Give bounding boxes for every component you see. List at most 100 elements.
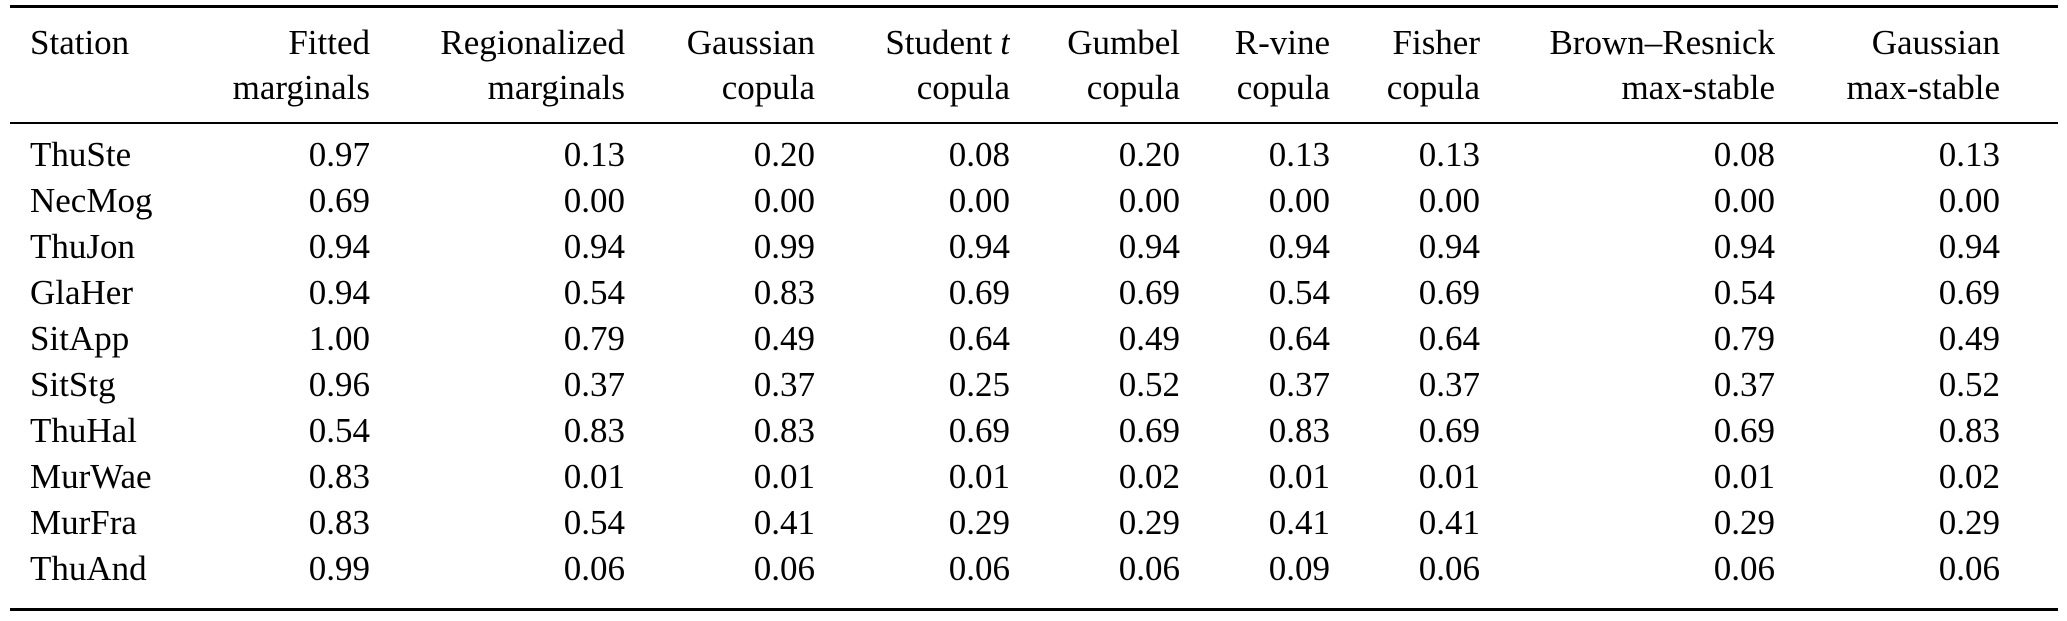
table-body: ThuSte 0.97 0.13 0.20 0.08 0.20 0.13 0.13 0.08 0.… — [10, 123, 2058, 610]
column-header-line2: copula — [1086, 68, 1180, 107]
value-cell: 0.64 — [1418, 319, 1480, 358]
column-header-fisher-copula: Fisher copula — [1330, 7, 1480, 124]
value-cell: 0.06 — [1418, 549, 1480, 588]
value-cell: 0.09 — [1268, 549, 1330, 588]
value-cell: 0.02 — [1118, 457, 1180, 496]
value-cell: 0.52 — [1938, 365, 2000, 404]
value-cell: 0.54 — [1713, 273, 1775, 312]
table-row: MurWae 0.83 0.01 0.01 0.01 0.02 0.01 0.01 0.01 0.… — [10, 454, 2058, 500]
column-header-gumbel-copula: Gumbel copula — [1010, 7, 1180, 124]
value-cell: 0.94 — [1118, 227, 1180, 266]
value-cell: 0.94 — [1713, 227, 1775, 266]
value-cell: 0.00 — [1268, 181, 1330, 220]
value-cell: 0.83 — [753, 273, 815, 312]
column-header-text: Student — [885, 23, 993, 62]
value-cell: 0.00 — [563, 181, 625, 220]
table-row: SitApp 1.00 0.79 0.49 0.64 0.49 0.64 0.64 0.79 0.… — [10, 316, 2058, 362]
value-cell: 0.02 — [1938, 457, 2000, 496]
value-cell: 0.37 — [753, 365, 815, 404]
value-cell: 0.13 — [1418, 135, 1480, 174]
value-cell: 0.69 — [1938, 273, 2000, 312]
value-cell: 0.69 — [1418, 273, 1480, 312]
value-cell: 0.37 — [1418, 365, 1480, 404]
value-cell: 0.41 — [1268, 503, 1330, 542]
value-cell: 0.06 — [1118, 549, 1180, 588]
value-cell: 0.01 — [563, 457, 625, 496]
value-cell: 0.29 — [948, 503, 1010, 542]
value-cell: 0.06 — [1938, 549, 2000, 588]
station-cell: ThuAnd — [30, 549, 147, 588]
table-row: MurFra 0.83 0.54 0.41 0.29 0.29 0.41 0.41 0.29 0.… — [10, 500, 2058, 546]
station-cell: NecMog — [30, 181, 153, 220]
column-header-line2: copula — [916, 68, 1010, 107]
value-cell: 0.54 — [563, 503, 625, 542]
column-header-gaussian-max-stable: Gaussian max-stable — [1775, 7, 2058, 124]
value-cell: 0.54 — [563, 273, 625, 312]
value-cell: 0.64 — [948, 319, 1010, 358]
value-cell: 0.54 — [308, 411, 370, 450]
value-cell: 0.94 — [948, 227, 1010, 266]
value-cell: 0.69 — [308, 181, 370, 220]
column-header-line1: Fisher — [1392, 23, 1481, 62]
value-cell: 0.13 — [1938, 135, 2000, 174]
column-header-line1: Gaussian — [686, 23, 815, 62]
column-header-line2: marginals — [487, 68, 625, 107]
value-cell: 0.49 — [1938, 319, 2000, 358]
value-cell: 0.69 — [1118, 273, 1180, 312]
station-cell: MurFra — [30, 503, 137, 542]
column-header-gaussian-copula: Gaussian copula — [625, 7, 815, 124]
value-cell: 0.08 — [1713, 135, 1775, 174]
column-header-line1: Station — [30, 23, 130, 62]
value-cell: 0.25 — [948, 365, 1010, 404]
value-cell: 0.64 — [1268, 319, 1330, 358]
value-cell: 0.83 — [308, 457, 370, 496]
column-header-line1: R-vine — [1234, 23, 1330, 62]
column-header-fitted-marginals: Fitted marginals — [200, 7, 370, 124]
value-cell: 1.00 — [308, 319, 370, 358]
italic-t: t — [1000, 23, 1010, 62]
station-cell: GlaHer — [30, 273, 134, 312]
column-header-line1: Brown–Resnick — [1549, 23, 1775, 62]
value-cell: 0.83 — [563, 411, 625, 450]
station-cell: ThuJon — [30, 227, 135, 266]
value-cell: 0.00 — [1418, 181, 1480, 220]
results-table: Station Fitted marginals Regionalized ma… — [10, 5, 2058, 611]
value-cell: 0.41 — [753, 503, 815, 542]
value-cell: 0.01 — [1713, 457, 1775, 496]
value-cell: 0.79 — [563, 319, 625, 358]
value-cell: 0.06 — [1713, 549, 1775, 588]
value-cell: 0.99 — [753, 227, 815, 266]
value-cell: 0.49 — [753, 319, 815, 358]
column-header-line2: max-stable — [1846, 68, 2000, 107]
value-cell: 0.29 — [1713, 503, 1775, 542]
value-cell: 0.00 — [1713, 181, 1775, 220]
value-cell: 0.08 — [948, 135, 1010, 174]
value-cell: 0.00 — [1938, 181, 2000, 220]
column-header-station: Station — [10, 7, 200, 124]
value-cell: 0.13 — [1268, 135, 1330, 174]
station-cell: SitApp — [30, 319, 130, 358]
value-cell: 0.06 — [948, 549, 1010, 588]
value-cell: 0.00 — [1118, 181, 1180, 220]
value-cell: 0.94 — [1938, 227, 2000, 266]
header-row: Station Fitted marginals Regionalized ma… — [10, 7, 2058, 124]
value-cell: 0.83 — [753, 411, 815, 450]
value-cell: 0.97 — [308, 135, 370, 174]
station-cell: ThuSte — [30, 135, 132, 174]
value-cell: 0.69 — [948, 411, 1010, 450]
value-cell: 0.69 — [1713, 411, 1775, 450]
column-header-line2: max-stable — [1621, 68, 1775, 107]
value-cell: 0.37 — [563, 365, 625, 404]
value-cell: 0.54 — [1268, 273, 1330, 312]
value-cell: 0.69 — [948, 273, 1010, 312]
value-cell: 0.20 — [753, 135, 815, 174]
value-cell: 0.94 — [308, 227, 370, 266]
value-cell: 0.29 — [1118, 503, 1180, 542]
value-cell: 0.83 — [1268, 411, 1330, 450]
value-cell: 0.69 — [1418, 411, 1480, 450]
value-cell: 0.83 — [308, 503, 370, 542]
station-cell: SitStg — [30, 365, 116, 404]
value-cell: 0.94 — [1268, 227, 1330, 266]
value-cell: 0.01 — [753, 457, 815, 496]
